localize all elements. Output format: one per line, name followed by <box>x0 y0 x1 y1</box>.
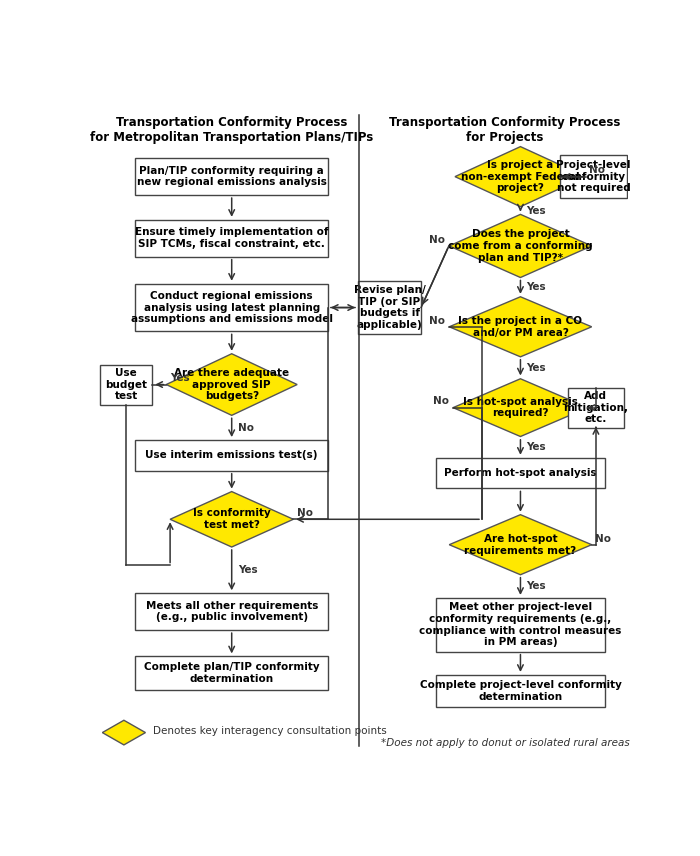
Text: Conduct regional emissions
analysis using latest planning
assumptions and emissi: Conduct regional emissions analysis usin… <box>131 291 332 324</box>
Text: Is the project in a CO
and/or PM area?: Is the project in a CO and/or PM area? <box>458 316 582 337</box>
Text: Is project a
non-exempt Federal
project?: Is project a non-exempt Federal project? <box>461 160 580 193</box>
Text: No: No <box>429 316 445 325</box>
FancyBboxPatch shape <box>135 440 328 471</box>
Polygon shape <box>453 378 588 437</box>
Text: No: No <box>429 235 445 245</box>
Text: *Does not apply to donut or isolated rural areas: *Does not apply to donut or isolated rur… <box>381 738 629 747</box>
Text: Are hot-spot
requirements met?: Are hot-spot requirements met? <box>464 534 577 556</box>
Text: Ensure timely implementation of
SIP TCMs, fiscal constraint, etc.: Ensure timely implementation of SIP TCMs… <box>135 228 328 249</box>
Polygon shape <box>455 146 586 206</box>
Polygon shape <box>449 214 592 277</box>
Polygon shape <box>102 720 146 745</box>
Text: Is conformity
test met?: Is conformity test met? <box>193 508 271 530</box>
Text: Is hot-spot analysis
required?: Is hot-spot analysis required? <box>463 397 578 419</box>
FancyBboxPatch shape <box>435 675 605 707</box>
Text: Revise plan/
TIP (or SIP
budgets if
applicable): Revise plan/ TIP (or SIP budgets if appl… <box>354 285 426 330</box>
Text: Project-level
conformity
not required: Project-level conformity not required <box>556 160 631 193</box>
Polygon shape <box>167 354 297 415</box>
FancyBboxPatch shape <box>358 282 421 334</box>
FancyBboxPatch shape <box>135 158 328 195</box>
Text: No: No <box>297 508 313 518</box>
Text: Meets all other requirements
(e.g., public involvement): Meets all other requirements (e.g., publ… <box>146 601 318 622</box>
FancyBboxPatch shape <box>135 283 328 331</box>
Text: No: No <box>433 396 449 407</box>
Polygon shape <box>449 297 592 357</box>
Text: No: No <box>589 165 605 175</box>
Text: Yes: Yes <box>526 363 546 372</box>
Text: Perform hot-spot analysis: Perform hot-spot analysis <box>444 468 597 479</box>
Text: Complete project-level conformity
determination: Complete project-level conformity determ… <box>419 681 622 702</box>
Text: Plan/TIP conformity requiring a
new regional emissions analysis: Plan/TIP conformity requiring a new regi… <box>136 166 327 187</box>
Text: Yes: Yes <box>526 581 546 591</box>
Text: Add
mitigation,
etc.: Add mitigation, etc. <box>564 391 629 425</box>
FancyBboxPatch shape <box>435 597 605 651</box>
FancyBboxPatch shape <box>568 388 624 428</box>
Text: Yes: Yes <box>526 443 546 452</box>
Polygon shape <box>170 491 293 547</box>
Text: Denotes key interagency consultation points: Denotes key interagency consultation poi… <box>153 726 387 736</box>
FancyBboxPatch shape <box>100 365 153 405</box>
FancyBboxPatch shape <box>135 657 328 690</box>
Text: Transportation Conformity Process
for Projects: Transportation Conformity Process for Pr… <box>389 116 621 145</box>
Text: Yes: Yes <box>526 205 546 216</box>
Text: Use
budget
test: Use budget test <box>105 368 147 401</box>
Text: Does the project
come from a conforming
plan and TIP?*: Does the project come from a conforming … <box>448 229 593 263</box>
FancyBboxPatch shape <box>135 220 328 257</box>
Text: Complete plan/TIP conformity
determination: Complete plan/TIP conformity determinati… <box>144 663 319 684</box>
FancyBboxPatch shape <box>560 155 627 199</box>
Text: Meet other project-level
conformity requirements (e.g.,
compliance with control : Meet other project-level conformity requ… <box>419 603 622 647</box>
Text: No: No <box>595 533 611 544</box>
Text: Use interim emissions test(s): Use interim emissions test(s) <box>146 450 318 461</box>
Text: No: No <box>238 423 254 432</box>
Polygon shape <box>449 514 592 574</box>
Text: Yes: Yes <box>170 373 190 383</box>
Text: Transportation Conformity Process
for Metropolitan Transportation Plans/TIPs: Transportation Conformity Process for Me… <box>90 116 373 145</box>
FancyBboxPatch shape <box>135 593 328 630</box>
Text: Are there adequate
approved SIP
budgets?: Are there adequate approved SIP budgets? <box>174 368 289 401</box>
Text: Yes: Yes <box>238 565 258 575</box>
Text: Yes: Yes <box>526 282 546 292</box>
FancyBboxPatch shape <box>435 458 605 489</box>
